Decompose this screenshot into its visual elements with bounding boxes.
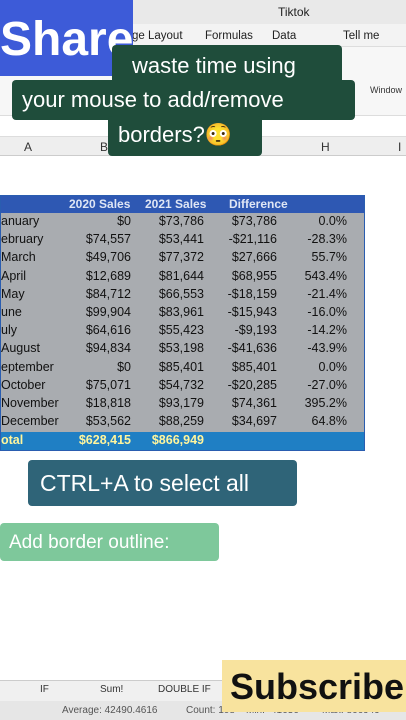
column-header: A [24, 140, 33, 154]
ribbon-tab[interactable]: Tell me [343, 30, 380, 42]
window-button[interactable]: Window [370, 85, 403, 95]
value-cell: -$20,285 [227, 377, 277, 392]
value-cell: -14.2% [307, 323, 347, 338]
value-cell: $77,372 [158, 250, 204, 265]
total-cell: otal [1, 433, 24, 448]
caption-line: borders?😳 [118, 122, 233, 147]
value-cell: $0 [117, 214, 131, 228]
total-cell: $628,415 [78, 433, 131, 448]
value-cell: 543.4% [304, 268, 347, 283]
month-cell: April [1, 268, 27, 283]
caption-box [12, 80, 355, 120]
sheet-tab[interactable]: DOUBLE IF [158, 684, 211, 695]
month-cell: une [1, 305, 22, 319]
status-item: Average: 42490.4616 [62, 705, 158, 716]
subscribe-label: Subscribe [230, 666, 405, 707]
ribbon-tab[interactable]: Data [272, 30, 297, 42]
value-cell: 0.0% [318, 214, 348, 228]
value-cell: -27.0% [307, 377, 347, 392]
month-cell: ebruary [1, 232, 44, 247]
share-badge [0, 0, 133, 76]
status-item: Count: 108 [186, 705, 235, 716]
value-cell: $83,961 [158, 305, 204, 319]
data-table: 2020 Sales 2021 Sales Difference anuary $0 $7… [0, 195, 365, 451]
header-cell: Difference [229, 197, 288, 211]
month-cell: eptember [1, 359, 54, 374]
month-cell: March [1, 250, 36, 265]
value-cell: 64.8% [311, 414, 347, 429]
instruction-box [28, 460, 297, 506]
month-cell: August [1, 341, 40, 356]
value-cell: -43.9% [307, 341, 347, 356]
value-cell: $18,818 [85, 396, 131, 410]
value-cell: $85,401 [158, 359, 204, 374]
value-cell: $27,666 [231, 250, 277, 265]
step-text: Add border outline: [9, 532, 170, 553]
value-cell: $73,786 [158, 214, 204, 228]
ribbon-tab[interactable]: Formulas [205, 30, 253, 42]
month-cell: November [1, 396, 59, 410]
value-cell: -$9,193 [234, 323, 277, 338]
value-cell: $74,557 [85, 232, 131, 247]
value-cell: $99,904 [85, 305, 131, 319]
value-cell: $93,179 [158, 396, 204, 410]
value-cell: $12,689 [85, 268, 131, 283]
header-cell: 2021 Sales [145, 197, 207, 211]
sheet-tab[interactable]: Sum! [100, 684, 124, 695]
value-cell: 395.2% [304, 396, 347, 410]
header-row [1, 196, 364, 213]
month-cell: May [1, 286, 25, 301]
value-cell: $54,732 [158, 377, 204, 392]
month-cell: December [1, 414, 59, 429]
value-cell: $88,259 [158, 414, 204, 429]
value-cell: -$18,159 [227, 286, 277, 301]
instruction-text: CTRL+A to select all [40, 470, 250, 496]
total-cell: $866,949 [151, 433, 204, 448]
value-cell: $66,553 [158, 286, 204, 301]
caption-box [108, 116, 262, 156]
sheet-tab[interactable]: IF [40, 684, 49, 695]
value-cell: $55,423 [158, 323, 204, 338]
value-cell: $81,644 [158, 268, 204, 283]
window-title: Tiktok [278, 5, 310, 19]
value-cell: $53,441 [158, 232, 204, 247]
caption-line: your mouse to add/remove [22, 87, 284, 112]
header-cell: 2020 Sales [69, 197, 131, 211]
value-cell: -21.4% [307, 286, 347, 301]
column-header: B [100, 140, 109, 154]
total-row [1, 432, 364, 450]
value-cell: -$41,636 [227, 341, 277, 356]
value-cell: 0.0% [318, 359, 348, 374]
value-cell: -$21,116 [228, 232, 277, 247]
value-cell: $53,198 [158, 341, 204, 356]
month-cell: uly [1, 323, 17, 338]
ribbon-tab[interactable]: ge Layout [132, 30, 183, 42]
subscribe-badge [222, 660, 406, 712]
value-cell: 55.7% [311, 250, 347, 265]
value-cell: $75,071 [85, 377, 131, 392]
caption-line: waste time using [132, 53, 296, 78]
column-header: H [321, 140, 330, 154]
value-cell: $85,401 [231, 359, 277, 374]
share-label: Share [0, 13, 134, 66]
value-cell: $73,786 [231, 214, 277, 228]
caption-box [112, 45, 342, 85]
value-cell: -28.3% [307, 232, 347, 247]
value-cell: $64,616 [85, 323, 131, 338]
value-cell: $68,955 [231, 268, 277, 283]
value-cell: -$15,943 [227, 305, 277, 319]
column-header: I [398, 140, 402, 154]
value-cell: $34,697 [231, 414, 277, 429]
value-cell: $0 [117, 359, 131, 374]
value-cell: $49,706 [85, 250, 131, 265]
value-cell: $53,562 [85, 414, 131, 429]
value-cell: $84,712 [85, 286, 131, 301]
step-box [0, 523, 219, 561]
month-cell: anuary [1, 214, 40, 228]
value-cell: $74,361 [231, 396, 277, 410]
value-cell: $94,834 [85, 341, 131, 356]
month-cell: October [1, 377, 46, 392]
value-cell: -16.0% [307, 305, 347, 319]
